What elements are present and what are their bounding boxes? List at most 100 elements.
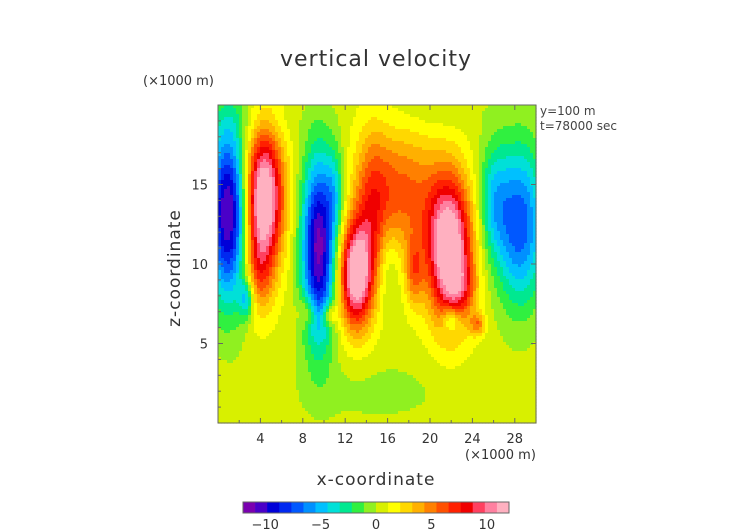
field-cell [332,174,336,178]
field-cell [251,300,255,304]
field-cell [224,222,228,226]
field-cell [236,276,240,280]
field-cell [236,111,240,115]
field-cell [260,228,264,232]
field-cell [299,120,303,124]
field-cell [290,369,294,373]
field-cell [323,417,327,421]
field-cell [221,294,225,298]
field-cell [263,177,267,181]
field-cell [296,189,300,193]
field-cell [224,402,228,406]
field-cell [275,399,279,403]
field-cell [305,381,309,385]
field-cell [257,315,261,319]
field-cell [245,357,249,361]
field-cell [305,372,309,376]
field-cell [221,225,225,229]
field-cell [230,369,234,373]
field-cell [251,282,255,286]
field-cell [302,321,306,325]
field-cell [317,369,321,373]
field-cell [299,354,303,358]
field-cell [239,108,243,112]
field-cell [260,171,264,175]
field-cell [344,258,348,262]
field-cell [356,195,360,199]
field-cell [254,303,258,307]
field-cell [311,420,315,424]
field-cell [323,219,327,223]
field-cell [230,111,234,115]
field-cell [281,417,285,421]
field-cell [275,396,279,400]
field-cell [266,186,270,190]
field-cell [245,204,249,208]
field-cell [341,309,345,313]
field-cell [287,315,291,319]
field-cell [239,396,243,400]
field-cell [281,354,285,358]
field-cell [344,126,348,130]
field-cell [344,261,348,265]
field-cell [311,378,315,382]
field-cell [254,159,258,163]
field-cell [257,264,261,268]
field-cell [293,234,297,238]
field-cell [302,141,306,145]
field-cell [272,162,276,166]
field-cell [236,306,240,310]
field-cell [341,336,345,340]
field-cell [332,291,336,295]
field-cell [281,387,285,391]
field-cell [284,195,288,199]
field-cell [251,222,255,226]
field-cell [284,420,288,424]
field-cell [263,405,267,409]
field-cell [329,270,333,274]
field-cell [218,177,222,181]
field-cell [227,225,231,229]
field-cell [248,243,252,247]
field-cell [269,285,273,289]
field-cell [233,417,237,421]
field-cell [356,414,360,418]
field-cell [242,171,246,175]
field-cell [296,414,300,418]
field-cell [236,126,240,130]
field-cell [341,108,345,112]
field-cell [275,165,279,169]
field-cell [248,264,252,268]
field-cell [317,306,321,310]
field-cell [245,243,249,247]
field-cell [320,159,324,163]
field-cell [287,249,291,253]
field-cell [332,105,336,109]
field-cell [341,405,345,409]
field-cell [308,336,312,340]
field-cell [350,177,354,181]
field-cell [293,342,297,346]
field-cell [353,276,357,280]
field-cell [269,243,273,247]
field-cell [272,138,276,142]
field-cell [320,252,324,256]
field-cell [284,399,288,403]
field-cell [314,183,318,187]
field-cell [245,156,249,160]
field-cell [299,264,303,268]
field-cell [329,297,333,301]
field-cell [344,378,348,382]
field-cell [335,213,339,217]
field-cell [266,414,270,418]
field-cell [359,105,363,109]
field-cell [260,360,264,364]
field-cell [266,150,270,154]
field-cell [254,144,258,148]
field-cell [260,123,264,127]
field-cell [296,375,300,379]
field-cell [314,240,318,244]
field-cell [251,378,255,382]
field-cell [350,111,354,115]
field-cell [296,210,300,214]
